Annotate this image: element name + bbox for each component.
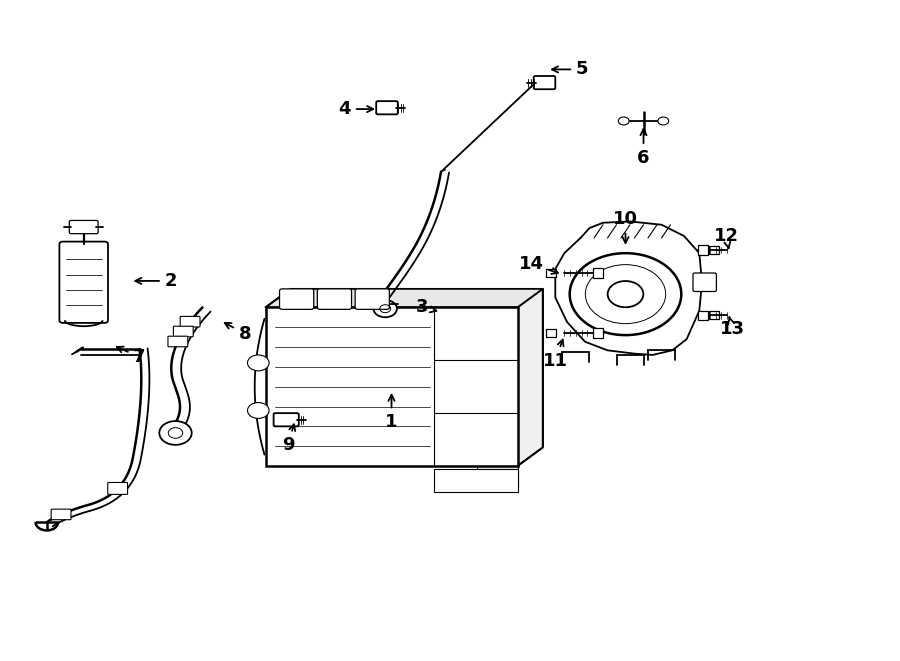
Circle shape	[570, 253, 681, 335]
Text: 9: 9	[282, 424, 295, 454]
FancyBboxPatch shape	[534, 76, 555, 89]
Circle shape	[159, 421, 192, 445]
FancyBboxPatch shape	[280, 289, 314, 309]
FancyBboxPatch shape	[180, 317, 200, 327]
Polygon shape	[593, 329, 603, 338]
Polygon shape	[709, 311, 719, 319]
Text: 2: 2	[135, 272, 177, 290]
Polygon shape	[698, 311, 708, 320]
Polygon shape	[518, 289, 543, 466]
Polygon shape	[698, 245, 708, 254]
Polygon shape	[593, 268, 603, 278]
FancyBboxPatch shape	[274, 413, 299, 426]
Text: 7: 7	[117, 346, 146, 366]
Text: 4: 4	[338, 100, 373, 118]
Circle shape	[248, 355, 269, 371]
FancyBboxPatch shape	[693, 273, 716, 292]
Text: 8: 8	[225, 323, 251, 343]
Polygon shape	[435, 469, 518, 492]
FancyBboxPatch shape	[168, 336, 188, 347]
Text: 11: 11	[543, 340, 568, 369]
FancyBboxPatch shape	[174, 327, 194, 337]
Polygon shape	[477, 466, 517, 489]
Circle shape	[658, 117, 669, 125]
Text: 1: 1	[385, 395, 398, 431]
FancyBboxPatch shape	[51, 509, 71, 520]
FancyBboxPatch shape	[108, 483, 128, 494]
Text: 3: 3	[416, 298, 436, 317]
Polygon shape	[266, 307, 518, 466]
Circle shape	[248, 403, 269, 418]
Text: 13: 13	[720, 317, 745, 338]
Polygon shape	[709, 246, 719, 254]
Polygon shape	[546, 269, 556, 277]
Polygon shape	[546, 329, 556, 337]
FancyBboxPatch shape	[69, 221, 98, 234]
Circle shape	[374, 300, 397, 317]
Polygon shape	[266, 289, 543, 307]
FancyBboxPatch shape	[376, 101, 398, 114]
Text: 14: 14	[518, 255, 558, 274]
Text: 12: 12	[714, 227, 739, 249]
FancyBboxPatch shape	[59, 242, 108, 323]
FancyBboxPatch shape	[356, 289, 390, 309]
FancyBboxPatch shape	[318, 289, 352, 309]
Text: 6: 6	[637, 129, 650, 167]
Circle shape	[618, 117, 629, 125]
Text: 5: 5	[552, 60, 589, 79]
Text: 10: 10	[613, 210, 638, 243]
